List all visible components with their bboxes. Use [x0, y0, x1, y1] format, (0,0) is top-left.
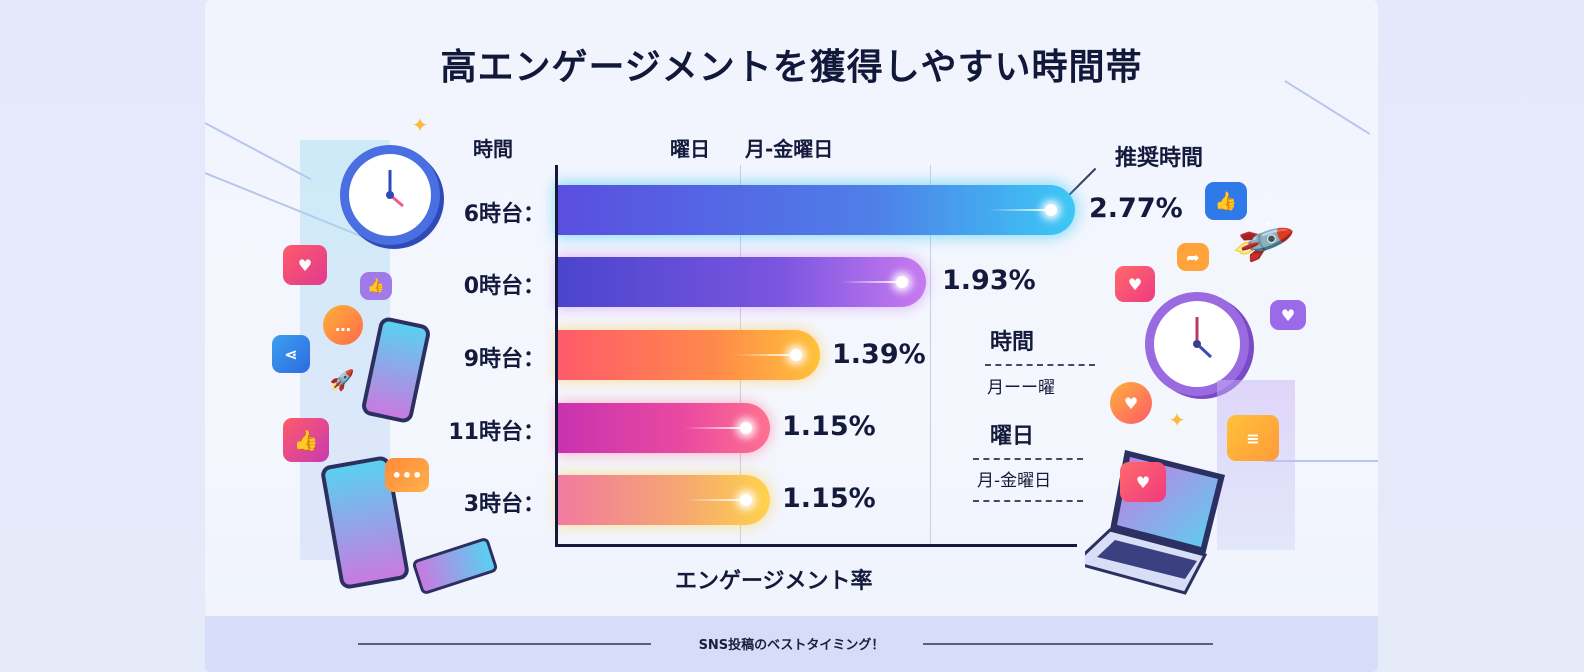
like-bubble-icon: 👍 — [283, 418, 329, 462]
sparkle-icon: ✦ — [411, 113, 429, 137]
bar-chart — [555, 165, 1077, 547]
bar-highlight — [734, 354, 794, 356]
bar-highlight — [684, 499, 744, 501]
gridline — [930, 165, 931, 545]
category-label-9h: 9時台： — [463, 347, 545, 372]
bar-11h[interactable] — [558, 403, 770, 453]
heart-bubble-icon: ♥ — [1270, 300, 1306, 330]
value-label-3h: 1.15% — [782, 483, 876, 514]
clock-icon — [1145, 292, 1249, 396]
dashed-divider — [973, 500, 1083, 502]
share-arrow-icon: ➦ — [1177, 243, 1209, 271]
heart-bubble-icon: ♥ — [1120, 462, 1166, 502]
header-recommended: 推奨時間 — [1115, 146, 1204, 171]
value-label-6h: 2.77% — [1089, 193, 1183, 224]
bar-glow-dot — [1045, 204, 1057, 216]
decorative-line — [1265, 460, 1378, 462]
category-label-6h: 6時台： — [463, 202, 545, 227]
value-label-9h: 1.39% — [832, 339, 926, 370]
bar-glow-dot — [740, 422, 752, 434]
bar-9h[interactable] — [558, 330, 820, 380]
x-axis — [555, 544, 1077, 547]
heart-bubble-icon: ♥ — [283, 245, 327, 285]
glass-panel — [1217, 380, 1295, 550]
header-weekday: 曜日 — [670, 137, 710, 161]
bar-highlight — [684, 427, 744, 429]
category-label-3h: 3時台： — [463, 492, 545, 517]
footer-divider-right — [923, 643, 1213, 645]
value-label-0h: 1.93% — [942, 265, 1036, 296]
note-weekday-value: 月-金曜日 — [977, 471, 1052, 491]
note-time-value: 月ーー曜 — [987, 378, 1055, 398]
infographic-card: 高エンゲージメントを獲得しやすい時間帯 時間 曜日 月-金曜日 推奨時間 — [205, 0, 1378, 672]
y-axis — [555, 165, 558, 547]
heart-bubble-icon: ♥ — [1115, 266, 1155, 302]
bar-glow-dot — [790, 349, 802, 361]
category-label-0h: 0時台： — [463, 274, 545, 299]
footer-banner: SNS投稿のベストタイミング！ — [205, 616, 1378, 672]
dashed-divider — [973, 458, 1083, 460]
header-weekday-range: 月-金曜日 — [745, 137, 834, 161]
like-bubble-icon: 👍 — [360, 272, 392, 300]
x-axis-label: エンゲージメント率 — [675, 569, 873, 594]
bar-6h[interactable] — [558, 185, 1075, 235]
smartphone-icon — [411, 536, 499, 596]
bar-3h[interactable] — [558, 475, 770, 525]
clock-icon — [340, 145, 440, 245]
footer-text: SNS投稿のベストタイミング！ — [698, 638, 885, 653]
bar-0h[interactable] — [558, 257, 926, 307]
page-title: 高エンゲージメントを獲得しやすい時間帯 — [440, 47, 1143, 88]
bar-highlight — [989, 209, 1049, 211]
bar-glow-dot — [896, 276, 908, 288]
category-label-11h: 11時台： — [448, 420, 545, 445]
share-bubble-icon: ⋖ — [272, 335, 310, 373]
decorative-line — [205, 122, 312, 180]
rocket-icon: 🚀 — [329, 368, 355, 392]
message-bubble-icon: ≡ — [1227, 415, 1279, 461]
heart-bubble-icon: ♥ — [1110, 382, 1152, 424]
chat-bubble-icon: … — [323, 305, 363, 345]
header-time: 時間 — [473, 137, 513, 161]
note-weekday-label: 曜日 — [990, 424, 1035, 449]
bar-highlight — [840, 281, 900, 283]
chat-bubble-icon: ••• — [385, 458, 429, 492]
footer-divider-left — [358, 643, 651, 645]
value-label-11h: 1.15% — [782, 411, 876, 442]
sparkle-icon: ✦ — [1168, 408, 1186, 432]
dashed-divider — [985, 364, 1095, 366]
bar-glow-dot — [740, 494, 752, 506]
like-bubble-icon: 👍 — [1205, 182, 1247, 220]
note-time-label: 時間 — [990, 330, 1035, 355]
